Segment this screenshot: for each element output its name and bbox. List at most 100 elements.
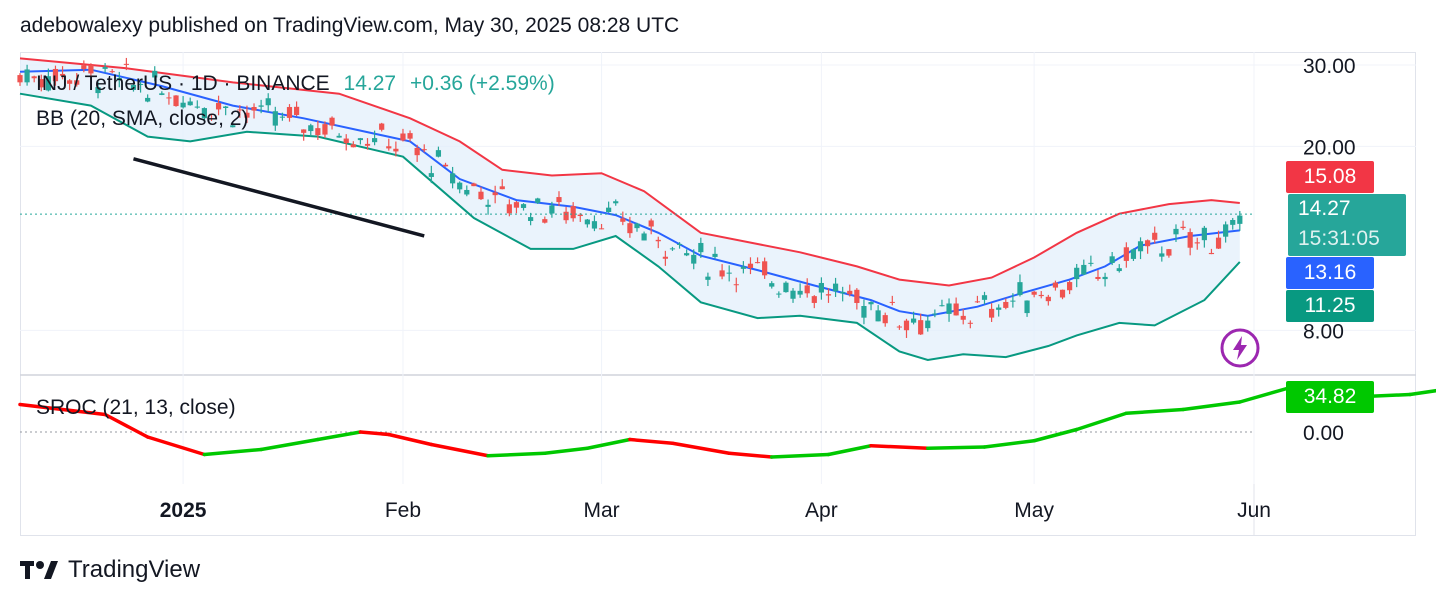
candle-body [74, 80, 80, 85]
candle-body [95, 87, 101, 94]
candle-body [655, 239, 661, 242]
candle-body [1017, 282, 1023, 296]
candle-body [1038, 294, 1044, 297]
candle-body [1130, 249, 1137, 259]
bb-legend[interactable]: BB (20, SMA, close, 2) [36, 107, 248, 131]
candle-body [1003, 301, 1009, 308]
candle-body [180, 102, 186, 108]
sroc-segment [1032, 427, 1079, 443]
time-tick-label: Feb [385, 499, 421, 522]
candle-body [974, 301, 981, 303]
bb-fill [20, 58, 1240, 361]
candle-body [230, 125, 236, 128]
sroc-segment [670, 441, 731, 455]
time-tick-label: May [1014, 499, 1054, 522]
last-price-value: 14.27 [1298, 197, 1351, 220]
candle-body [1152, 232, 1158, 240]
candle-body [237, 109, 243, 111]
trendline [133, 157, 425, 238]
candle-body [393, 148, 399, 152]
candle-body [691, 254, 697, 264]
candle-body [918, 320, 924, 335]
candle-body [464, 189, 470, 195]
sroc-segment [769, 452, 831, 459]
candle-body [371, 138, 378, 143]
candle-body [1081, 264, 1087, 275]
candle-body [1180, 226, 1186, 229]
candle-body [669, 248, 676, 250]
lightning-icon[interactable] [1220, 328, 1260, 368]
candle-body [662, 256, 668, 259]
time-tick-label: Jun [1237, 499, 1271, 522]
price-tick-label: 30.00 [1303, 55, 1356, 78]
candle-body [606, 207, 612, 212]
candle-body [953, 303, 959, 316]
time-tick-label: Mar [583, 499, 619, 522]
candle-body [38, 79, 44, 88]
candle-body [1116, 268, 1122, 272]
sroc-segment [145, 435, 207, 457]
bb-upper-tag: 15.08 [1286, 161, 1374, 193]
candle-body [223, 106, 229, 109]
candle-body [754, 262, 761, 264]
publisher-line: adebowalexy published on TradingView.com… [20, 14, 680, 37]
candle-body [1201, 227, 1207, 241]
symbol-legend[interactable]: INJ / TetherUS · 1D · BINANCE 14.27 +0.3… [36, 72, 555, 96]
candle-body [1074, 267, 1080, 280]
candle-body [52, 68, 59, 82]
candle-body [315, 128, 321, 136]
candle-body [123, 63, 129, 65]
candle-body [336, 135, 342, 138]
time-tick-label: Apr [805, 499, 838, 522]
candle-body [145, 97, 151, 102]
candle-body [563, 211, 569, 221]
candle-body [634, 223, 640, 229]
candle-body [301, 129, 307, 133]
candle-body [201, 108, 207, 119]
candle-body [762, 261, 768, 276]
candle-body [535, 198, 541, 203]
candle-body [400, 133, 406, 141]
bollinger-bands [19, 57, 1241, 362]
candle-body [457, 182, 463, 190]
sroc-segment [486, 451, 547, 458]
candle-body [1215, 237, 1222, 249]
candle-body [960, 315, 966, 320]
candle-body [1123, 247, 1129, 261]
sroc-segment [585, 437, 632, 450]
candle-body [59, 73, 66, 76]
candle-body [896, 326, 903, 328]
candle-body [1109, 256, 1115, 264]
candle-body [308, 125, 314, 132]
bb-basis-tag: 13.16 [1286, 257, 1374, 289]
candle-body [173, 95, 179, 107]
candle-body [528, 217, 534, 221]
time-tick-label: 2025 [160, 499, 207, 522]
candle-body [130, 84, 137, 90]
candle-body [847, 290, 853, 295]
candle-body [343, 138, 349, 144]
candle-body [641, 233, 647, 241]
candle-body [1194, 242, 1200, 244]
candle-body [981, 295, 988, 300]
candle-body [1208, 252, 1215, 255]
candle-body [832, 283, 839, 292]
candle-body [946, 303, 952, 314]
candle-body [889, 301, 895, 303]
candle-body [137, 83, 144, 85]
sroc-segment [1124, 407, 1185, 415]
candle-body [435, 150, 442, 157]
candle-body [627, 223, 633, 234]
candle-body [421, 149, 427, 151]
candle-body [825, 294, 832, 296]
candle-body [726, 272, 732, 274]
candle-body [783, 282, 789, 293]
candle-body [577, 214, 583, 217]
candle-body [520, 204, 527, 208]
candle-body [485, 204, 491, 207]
sroc-segment [982, 439, 1036, 449]
candle-body [1024, 300, 1030, 314]
candle-body [506, 204, 512, 214]
sroc-legend[interactable]: SROC (21, 13, close) [36, 396, 236, 420]
